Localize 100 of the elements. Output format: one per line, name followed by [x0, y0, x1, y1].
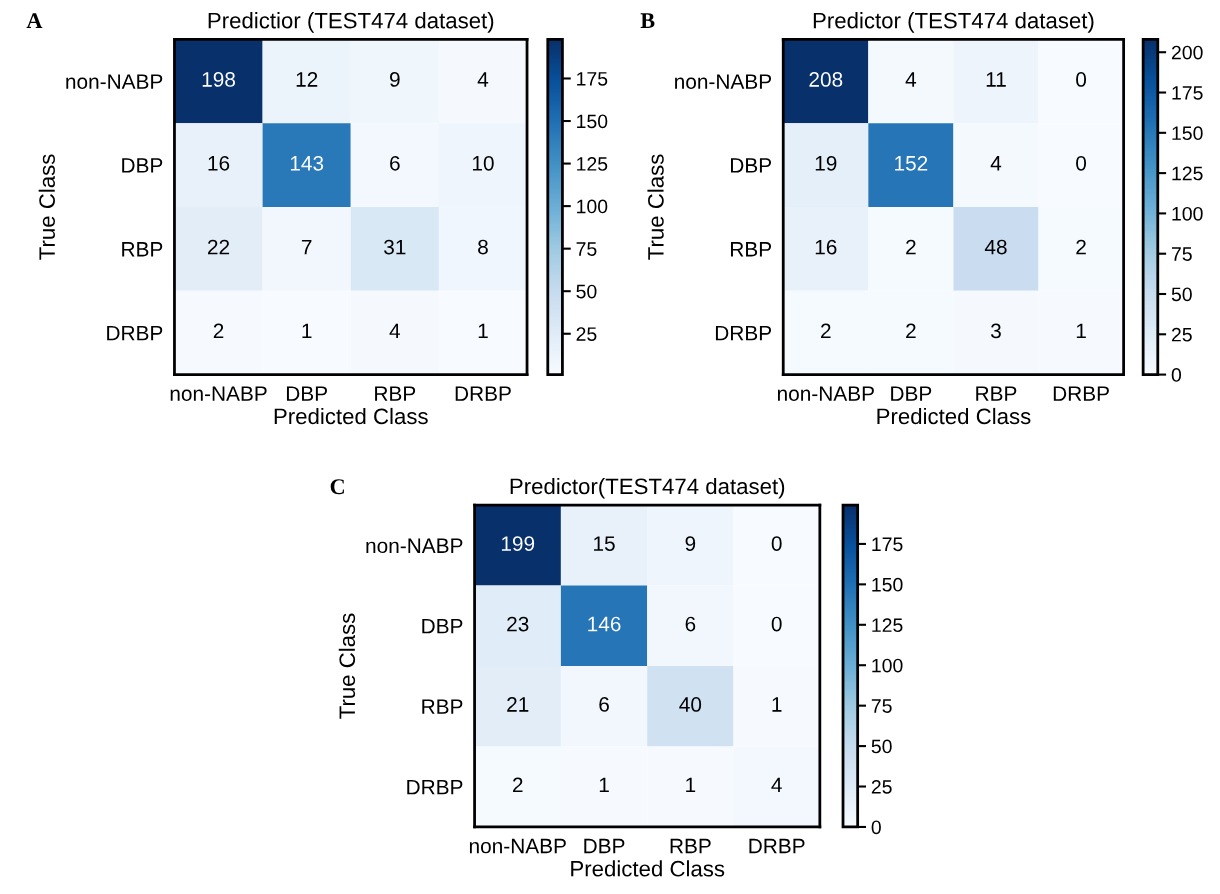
y-axis-title: True Class — [647, 154, 664, 260]
data-label: 19 — [815, 155, 837, 171]
color-bar-label: 25 — [871, 779, 892, 794]
data-label: 9 — [390, 72, 400, 87]
data-label: 1 — [599, 777, 609, 793]
color-bar-label: 175 — [1172, 86, 1203, 100]
y-tick-label: non-NABP — [675, 74, 772, 89]
color-bar-label: 125 — [1172, 166, 1203, 181]
data-label: 1 — [1076, 323, 1086, 339]
data-label: 23 — [507, 616, 529, 632]
data-label: 152 — [895, 155, 928, 171]
data-label: 7 — [301, 239, 312, 255]
data-label: 8 — [478, 239, 488, 255]
color-bar-label: 50 — [576, 284, 597, 299]
data-label: 4 — [905, 72, 917, 87]
color-bar-label: 150 — [577, 114, 608, 129]
x-tick-label: DRBP — [1053, 386, 1109, 401]
data-label: 1 — [686, 777, 696, 793]
x-tick-label: RBP — [375, 386, 416, 401]
color-bar-label: 50 — [871, 739, 892, 754]
data-label: 198 — [202, 72, 236, 87]
data-label: 15 — [594, 536, 615, 551]
x-tick-label: DBP — [584, 838, 625, 854]
y-tick-label: non-NABP — [366, 538, 463, 554]
color-bar-label: 75 — [576, 242, 597, 256]
data-label: 10 — [472, 155, 494, 171]
color-bar-label: 25 — [576, 327, 597, 341]
color-bar-label: 75 — [1171, 247, 1192, 261]
data-label: 48 — [984, 239, 1007, 255]
data-label: 2 — [1076, 239, 1086, 255]
color-bar-label: 0 — [1171, 368, 1182, 382]
data-label: 21 — [507, 697, 529, 712]
data-label: 2 — [906, 239, 916, 255]
y-axis-title: True Class — [38, 154, 55, 260]
y-tick-label: RBP — [122, 242, 163, 257]
data-label: 0 — [771, 616, 782, 632]
color-bar-label: 125 — [872, 618, 903, 633]
color-bar-label: 150 — [872, 577, 903, 592]
data-label: 4 — [990, 156, 1002, 171]
y-tick-label: DBP — [422, 619, 463, 634]
x-tick-label: non-NABP — [469, 838, 566, 854]
data-label: 4 — [771, 777, 782, 793]
y-tick-label: non-NABP — [66, 74, 163, 89]
text: B — [640, 13, 655, 28]
x-tick-label: RBP — [976, 386, 1017, 401]
y-axis-title: True Class — [338, 613, 356, 719]
color-bar-label: 175 — [872, 537, 903, 552]
color-bar-label: 75 — [871, 699, 892, 713]
data-label: 143 — [290, 155, 324, 171]
y-tick-label: RBP — [422, 699, 463, 714]
data-label: 4 — [389, 323, 401, 339]
x-axis-title: Predicted Class — [571, 860, 725, 877]
x-tick-label: DBP — [891, 386, 932, 401]
data-label: 40 — [679, 697, 702, 712]
chart-title: Predictor(TEST474 dataset) — [510, 477, 785, 499]
data-label: 146 — [588, 616, 621, 632]
x-tick-label: DRBP — [749, 838, 805, 854]
y-tick-label: DRBP — [107, 325, 163, 341]
text: C — [330, 479, 344, 495]
color-bar-label: 50 — [1171, 287, 1192, 302]
data-label: 2 — [213, 323, 224, 339]
data-label: 199 — [501, 536, 535, 551]
data-label: 0 — [771, 536, 782, 551]
data-label: 208 — [809, 72, 843, 87]
color-bar-label: 150 — [1172, 126, 1203, 141]
data-label: 6 — [390, 155, 400, 171]
data-label: 9 — [685, 536, 696, 551]
data-label: 1 — [302, 323, 312, 339]
color-bar-label: 125 — [577, 157, 608, 171]
y-tick-label: DBP — [122, 158, 163, 173]
y-tick-label: DRBP — [407, 779, 463, 795]
x-axis-title: Predicted Class — [877, 407, 1031, 425]
data-label: 22 — [208, 239, 230, 255]
color-bar-label: 0 — [871, 820, 881, 835]
data-label: 2 — [906, 323, 916, 339]
x-tick-label: non-NABP — [777, 386, 874, 401]
data-label: 6 — [599, 697, 609, 712]
color-bar-label: 200 — [1171, 45, 1203, 60]
data-label: 1 — [478, 323, 488, 339]
color-bar-label: 25 — [1171, 327, 1192, 342]
color-bar-label: 100 — [577, 199, 608, 214]
y-tick-label: DBP — [731, 158, 772, 173]
chart-title: Predictor (TEST474 dataset) — [813, 12, 1094, 33]
data-label: 11 — [986, 72, 1006, 87]
x-tick-label: non-NABP — [170, 386, 267, 401]
color-bar-label: 175 — [577, 72, 608, 86]
data-label: 0 — [1076, 72, 1087, 87]
data-label: 12 — [296, 72, 318, 87]
data-label: 3 — [990, 323, 1001, 339]
x-tick-label: DBP — [286, 386, 327, 401]
data-label: 31 — [384, 239, 406, 255]
x-tick-label: RBP — [670, 838, 711, 854]
data-label: 1 — [772, 697, 782, 712]
data-label: 2 — [821, 323, 831, 339]
data-label: 6 — [685, 616, 696, 632]
y-tick-label: RBP — [731, 242, 772, 257]
chart-title: Predictior (TEST474 dataset) — [208, 12, 494, 33]
x-tick-label: DRBP — [455, 386, 511, 401]
color-bar-label: 100 — [1172, 206, 1203, 221]
data-label: 2 — [512, 777, 523, 793]
